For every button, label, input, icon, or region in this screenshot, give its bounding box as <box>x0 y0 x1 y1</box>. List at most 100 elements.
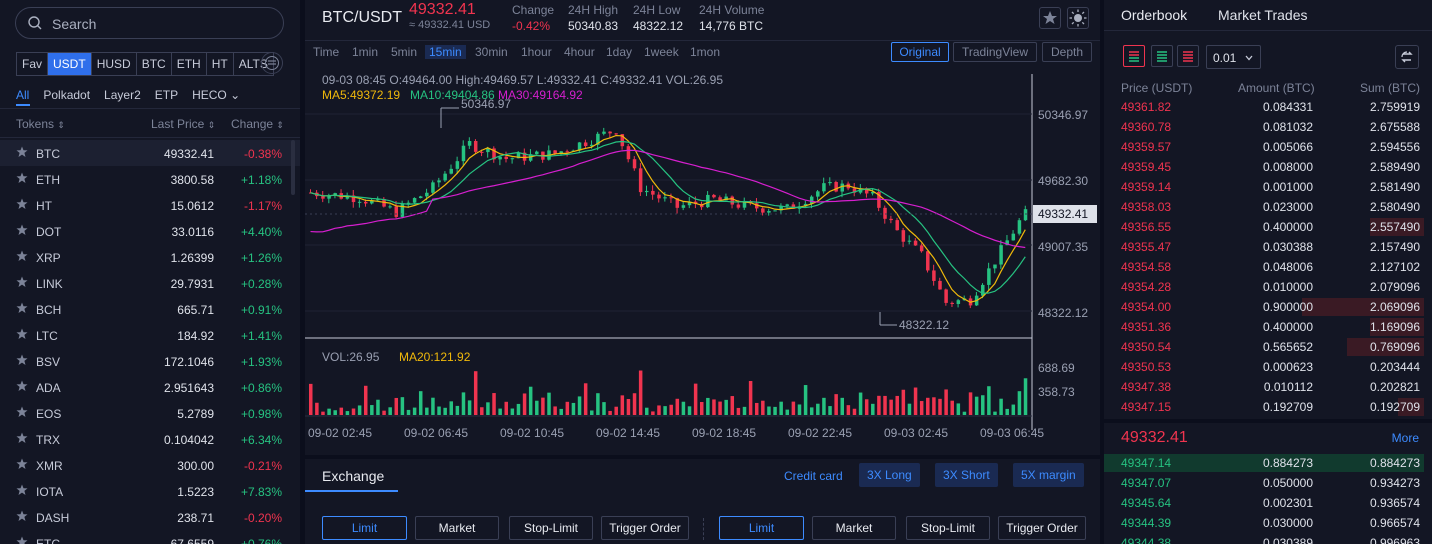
token-row[interactable]: XRP 1.26399 +1.26% <box>0 244 300 270</box>
long-3x-button[interactable]: 3X Long <box>859 463 920 487</box>
star-icon[interactable] <box>16 328 28 340</box>
star-icon[interactable] <box>16 380 28 392</box>
category-tab-layer2[interactable]: Layer2 <box>104 88 141 102</box>
quote-tab-fav[interactable]: Fav <box>17 53 49 75</box>
star-icon[interactable] <box>16 146 28 158</box>
orderbook-row[interactable]: 49359.14 0.001000 2.581490 <box>1104 177 1432 197</box>
category-tab-polkadot[interactable]: Polkadot <box>43 88 90 102</box>
quote-tab-eth[interactable]: ETH <box>172 53 207 75</box>
star-icon[interactable] <box>16 354 28 366</box>
orderbook-row[interactable]: 49350.54 0.565652 0.769096 <box>1104 337 1432 357</box>
quote-tab-ht[interactable]: HT <box>207 53 234 75</box>
tab-market-trades[interactable]: Market Trades <box>1218 7 1308 23</box>
token-row[interactable]: ADA 2.951643 +0.86% <box>0 374 300 400</box>
orderbook-row[interactable]: 49345.64 0.002301 0.936574 <box>1104 493 1432 513</box>
token-row[interactable]: BSV 172.1046 +1.93% <box>0 348 300 374</box>
token-row[interactable]: HT 15.0612 -1.17% <box>0 192 300 218</box>
margin-5x-button[interactable]: 5X margin <box>1013 463 1084 487</box>
orderbook-row[interactable]: 49344.38 0.030389 0.996963 <box>1104 533 1432 544</box>
tab-orderbook[interactable]: Orderbook <box>1121 7 1188 23</box>
col-change[interactable]: Change ⇕ <box>231 117 284 131</box>
star-icon[interactable] <box>16 432 28 444</box>
star-icon[interactable] <box>16 276 28 288</box>
token-row[interactable]: DOT 33.0116 +4.40% <box>0 218 300 244</box>
timeframe-1min[interactable]: 1min <box>352 45 379 59</box>
token-row[interactable]: EOS 5.2789 +0.98% <box>0 400 300 426</box>
favorite-button[interactable] <box>1039 7 1061 29</box>
orderbook-row[interactable]: 49350.53 0.000623 0.203444 <box>1104 357 1432 377</box>
order-type-stop-limit-sell[interactable]: Stop-Limit <box>906 516 990 540</box>
token-row[interactable]: LINK 29.7931 +0.28% <box>0 270 300 296</box>
orderbook-row[interactable]: 49361.82 0.084331 2.759919 <box>1104 97 1432 117</box>
orderbook-row[interactable]: 49359.45 0.008000 2.589490 <box>1104 157 1432 177</box>
token-row[interactable]: DASH 238.71 -0.20% <box>0 504 300 530</box>
token-row[interactable]: XMR 300.00 -0.21% <box>0 452 300 478</box>
orderbook-row[interactable]: 49344.39 0.030000 0.966574 <box>1104 513 1432 533</box>
order-type-market-buy[interactable]: Market <box>415 516 499 540</box>
category-tab-etp[interactable]: ETP <box>155 88 178 102</box>
tab-exchange[interactable]: Exchange <box>322 468 385 484</box>
star-icon[interactable] <box>16 536 28 544</box>
orderbook-row[interactable]: 49359.57 0.005066 2.594556 <box>1104 137 1432 157</box>
star-icon[interactable] <box>16 458 28 470</box>
timeframe-30min[interactable]: 30min <box>475 45 508 59</box>
star-icon[interactable] <box>16 250 28 262</box>
quote-tab-usdt[interactable]: USDT <box>48 53 92 75</box>
orderbook-row[interactable]: 49360.78 0.081032 2.675588 <box>1104 117 1432 137</box>
timeframe-1week[interactable]: 1week <box>644 45 679 59</box>
scrollbar[interactable] <box>291 140 295 195</box>
col-last-price[interactable]: Last Price ⇕ <box>151 117 216 131</box>
order-type-limit-sell[interactable]: Limit <box>719 516 804 540</box>
star-icon[interactable] <box>16 484 28 496</box>
token-row[interactable]: BTC 49332.41 -0.38% <box>0 140 300 166</box>
orderbook-row[interactable]: 49354.00 0.900000 2.069096 <box>1104 297 1432 317</box>
quote-tab-husd[interactable]: HUSD <box>92 53 137 75</box>
timeframe-5min[interactable]: 5min <box>391 45 418 59</box>
view-original[interactable]: Original <box>891 42 949 62</box>
orderbook-asks-button[interactable] <box>1177 45 1199 67</box>
star-icon[interactable] <box>16 172 28 184</box>
quote-menu-button[interactable] <box>261 52 283 74</box>
star-icon[interactable] <box>16 302 28 314</box>
orderbook-row[interactable]: 49347.07 0.050000 0.934273 <box>1104 473 1432 493</box>
orderbook-row[interactable]: 49347.38 0.010112 0.202821 <box>1104 377 1432 397</box>
orderbook-row[interactable]: 49354.28 0.010000 2.079096 <box>1104 277 1432 297</box>
orderbook-row[interactable]: 49358.03 0.023000 2.580490 <box>1104 197 1432 217</box>
orderbook-row[interactable]: 49355.47 0.030388 2.157490 <box>1104 237 1432 257</box>
token-row[interactable]: ETC 67.6559 +0.76% <box>0 530 300 544</box>
orderbook-bids-button[interactable] <box>1151 45 1173 67</box>
search-box[interactable] <box>15 7 284 39</box>
timeframe-time[interactable]: Time <box>313 45 340 59</box>
quote-tab-alts[interactable]: ALTS <box>238 57 268 71</box>
credit-card-link[interactable]: Credit card <box>784 469 843 483</box>
star-icon[interactable] <box>16 224 28 236</box>
view-depth[interactable]: Depth <box>1042 42 1092 62</box>
short-3x-button[interactable]: 3X Short <box>935 463 998 487</box>
search-input[interactable] <box>52 14 272 34</box>
star-icon[interactable] <box>16 510 28 522</box>
category-tab-all[interactable]: All <box>16 88 29 102</box>
order-type-stop-limit-buy[interactable]: Stop-Limit <box>509 516 593 540</box>
pair-title[interactable]: BTC/USDT <box>322 9 402 26</box>
orderbook-row[interactable]: 49354.58 0.048006 2.127102 <box>1104 257 1432 277</box>
order-type-market-sell[interactable]: Market <box>812 516 896 540</box>
candlestick-chart[interactable]: 09-03 08:45 O:49464.00 High:49469.57 L:4… <box>305 64 1100 450</box>
view-tradingview[interactable]: TradingView <box>953 42 1037 62</box>
token-row[interactable]: IOTA 1.5223 +7.83% <box>0 478 300 504</box>
precision-select[interactable]: 0.01 <box>1206 45 1261 69</box>
timeframe-4hour[interactable]: 4hour <box>564 45 595 59</box>
orderbook-row[interactable]: 49356.55 0.400000 2.557490 <box>1104 217 1432 237</box>
col-tokens[interactable]: Tokens ⇕ <box>16 117 65 131</box>
token-row[interactable]: TRX 0.104042 +6.34% <box>0 426 300 452</box>
star-icon[interactable] <box>16 406 28 418</box>
order-type-trigger-order-sell[interactable]: Trigger Order <box>998 516 1086 540</box>
token-row[interactable]: BCH 665.71 +0.91% <box>0 296 300 322</box>
orderbook-row[interactable]: 49351.36 0.400000 1.169096 <box>1104 317 1432 337</box>
timeframe-1hour[interactable]: 1hour <box>521 45 552 59</box>
order-type-limit-buy[interactable]: Limit <box>322 516 407 540</box>
star-icon[interactable] <box>16 198 28 210</box>
order-type-trigger-order-buy[interactable]: Trigger Order <box>601 516 689 540</box>
token-row[interactable]: LTC 184.92 +1.41% <box>0 322 300 348</box>
timeframe-1mon[interactable]: 1mon <box>690 45 721 59</box>
category-tab-heco[interactable]: HECO ⌄ <box>192 88 240 102</box>
